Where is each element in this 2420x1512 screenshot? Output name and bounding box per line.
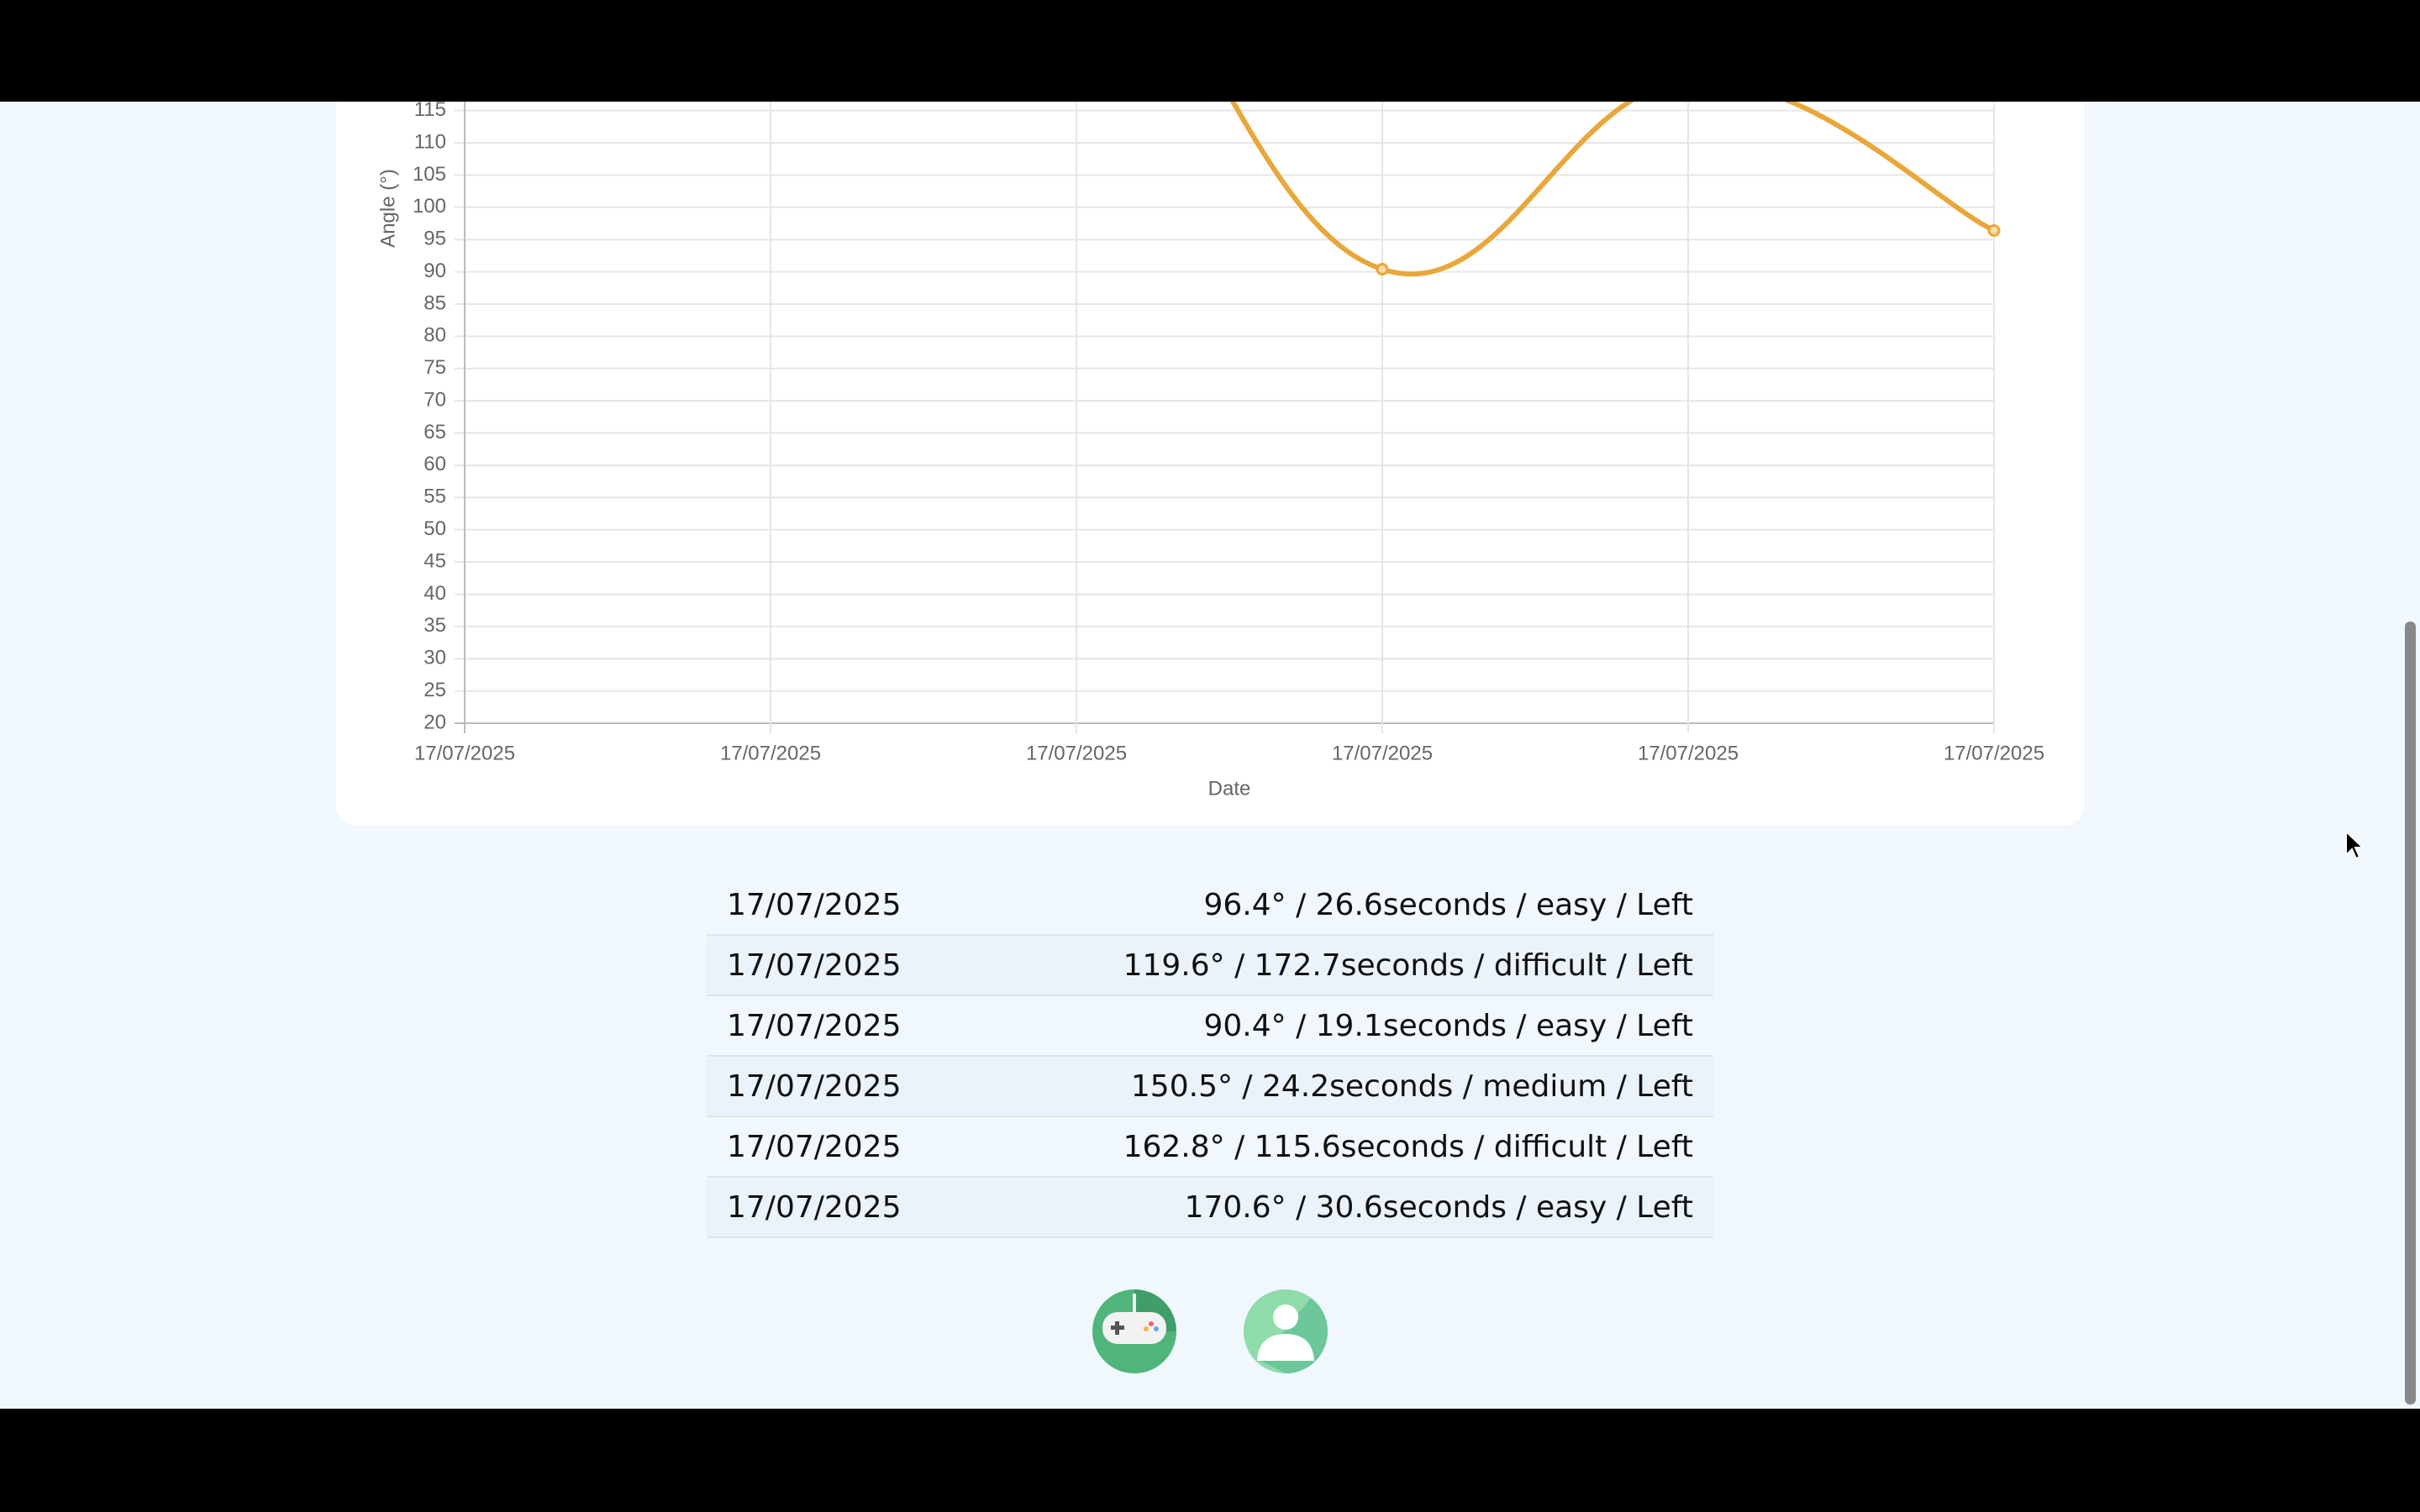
y-tick-label: 115 xyxy=(414,98,446,121)
y-tick-label: 25 xyxy=(424,679,446,701)
point xyxy=(1681,74,1695,87)
history-row: 17/07/2025 150.5° / 24.2seconds / medium … xyxy=(707,1058,1713,1117)
result: 90.4° / 19.1seconds / easy / Left xyxy=(1203,1009,1693,1043)
y-tick-label: 55 xyxy=(424,486,446,508)
y-tick-label: 50 xyxy=(424,517,446,540)
point xyxy=(1987,223,2001,237)
chart-card xyxy=(336,0,2084,826)
date: 17/07/2025 xyxy=(727,1130,902,1164)
y-tick-label: 80 xyxy=(424,324,446,347)
y-tick-label: 85 xyxy=(424,291,446,314)
y-tick-label: 20 xyxy=(424,711,446,733)
y-tick-label: 110 xyxy=(414,130,446,153)
x-tick-label: 17/07/2025 xyxy=(1026,742,1127,764)
game-button[interactable] xyxy=(1092,1289,1176,1373)
date: 17/07/2025 xyxy=(727,948,902,983)
result: 162.8° / 115.6seconds / difficult / Left xyxy=(1123,1130,1693,1164)
y-axis-title: Angle (°) xyxy=(376,169,399,248)
x-tick-label: 17/07/2025 xyxy=(1638,742,1739,764)
profile-button[interactable] xyxy=(1244,1289,1328,1373)
y-tick-label: 100 xyxy=(413,195,446,218)
x-tick-label: 17/07/2025 xyxy=(1944,742,2044,764)
date: 17/07/2025 xyxy=(727,1009,902,1043)
result: 119.6° / 172.7seconds / difficult / Left xyxy=(1123,948,1693,983)
y-tick-label: 95 xyxy=(424,228,446,250)
y-tick-label: 35 xyxy=(424,614,446,637)
date: 17/07/2025 xyxy=(727,1069,902,1104)
history-row: 17/07/2025 162.8° / 115.6seconds / diffic… xyxy=(707,1118,1713,1178)
y-tick-label: 105 xyxy=(413,163,446,186)
date: 17/07/2025 xyxy=(727,888,902,922)
history-row: 17/07/2025 119.6° / 172.7seconds / diffic… xyxy=(707,937,1713,996)
result: 170.6° / 30.6seconds / easy / Left xyxy=(1184,1190,1693,1225)
result: 96.4° / 26.6seconds / easy / Left xyxy=(1203,888,1693,922)
y-tick-label: 30 xyxy=(424,647,446,669)
history-row: 17/07/2025 90.4° / 19.1seconds / easy / L… xyxy=(707,997,1713,1057)
y-tick-label: 40 xyxy=(424,582,446,605)
y-tick-label: 70 xyxy=(424,388,446,411)
result: 150.5° / 24.2seconds / medium / Left xyxy=(1130,1069,1693,1104)
y-tick-label: 60 xyxy=(424,453,446,475)
history-row: 17/07/2025 170.6° / 30.6seconds / easy / … xyxy=(707,1179,1713,1238)
history-row: 17/07/2025 96.4° / 26.6seconds / easy / L… xyxy=(707,876,1713,936)
x-tick-label: 17/07/2025 xyxy=(720,742,821,764)
x-tick-label: 17/07/2025 xyxy=(1332,742,1433,764)
y-tick-label: 90 xyxy=(424,260,446,282)
y-tick-label: 65 xyxy=(424,421,446,444)
point xyxy=(1376,263,1389,276)
y-tick-label: 75 xyxy=(424,356,446,379)
x-tick-label: 17/07/2025 xyxy=(414,742,515,764)
y-tick-label: 45 xyxy=(424,549,446,572)
x-axis-title: Date xyxy=(1208,777,1251,800)
date: 17/07/2025 xyxy=(727,1190,902,1225)
